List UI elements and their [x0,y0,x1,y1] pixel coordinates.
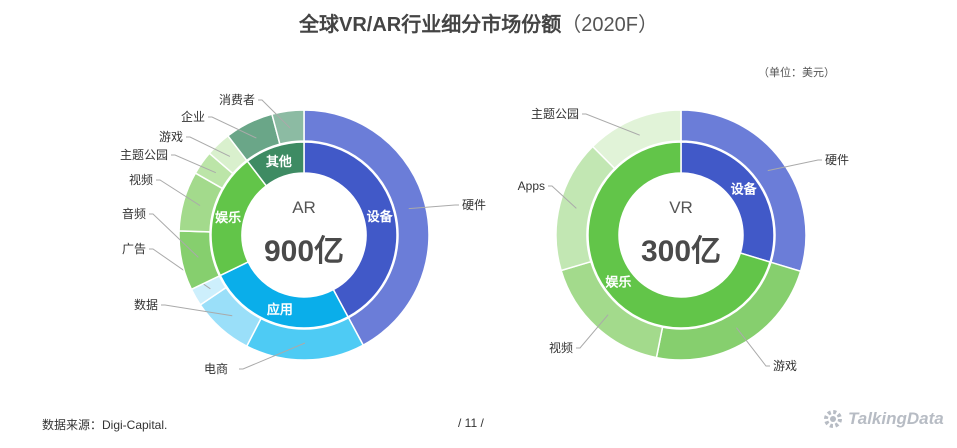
outer-segment-label: 游戏 [773,359,797,373]
outer-segment-label: 音频 [122,206,146,221]
inner-segment-label: 娱乐 [215,210,241,225]
inner-segment-label: 应用 [267,302,293,317]
leader-line [258,99,291,129]
center-label: VR [669,198,693,217]
outer-segment-label: 企业 [181,109,205,124]
title-main: 全球VR/AR行业细分市场份额 [299,14,562,36]
outer-segment-label: 数据 [134,297,158,312]
leader-line [186,136,231,157]
outer-segment-label: 游戏 [159,130,183,144]
outer-segment-label: Apps [518,179,545,193]
leader-line [149,213,199,258]
title-suffix: （2020F） [561,14,658,36]
source-note: 数据来源：Digi-Capital. [42,418,168,432]
page-number: / 11 / [458,416,484,430]
inner-segment [587,141,771,329]
leader-line [408,204,459,210]
inner-segment-label: 其他 [266,154,292,169]
outer-segment-label: 硬件 [462,198,486,212]
leader-line [239,342,306,370]
inner-segment [246,141,305,187]
center-total: 300亿 [641,235,721,268]
outer-segment [303,109,430,347]
page-title: 全球VR/AR行业细分市场份额（2020F） [0,8,957,37]
outer-segment-label: 主题公园 [120,148,168,162]
outer-segment-label: 视频 [549,340,573,355]
outer-segment-label: 硬件 [825,153,849,167]
leader-line [548,185,577,209]
center-label: AR [292,198,316,217]
leader-line [208,116,257,139]
center-total: 900亿 [264,235,344,268]
outer-segment-label: 消费者 [219,93,255,107]
outer-segment-label: 电商 [204,361,228,376]
leader-line [156,179,201,207]
leader-line [576,314,609,349]
inner-segment [303,141,398,318]
leader-line [767,159,822,172]
outer-segment-label: 主题公园 [531,107,579,121]
inner-segment-label: 设备 [367,209,394,224]
inner-segment-label: 娱乐 [605,274,631,289]
brand-name: TalkingData [848,409,944,428]
outer-segment-label: 视频 [129,172,153,187]
inner-segment-label: 设备 [731,182,758,197]
gear-icon [824,410,842,428]
unit-note: （单位：美元） [758,67,835,79]
outer-segment-label: 广告 [122,242,146,256]
leader-line [161,304,233,317]
leader-line [582,113,640,136]
leader-line [736,327,770,367]
outer-segment [591,109,682,170]
leader-line [171,154,217,174]
brand-logo: TalkingData [822,408,944,430]
